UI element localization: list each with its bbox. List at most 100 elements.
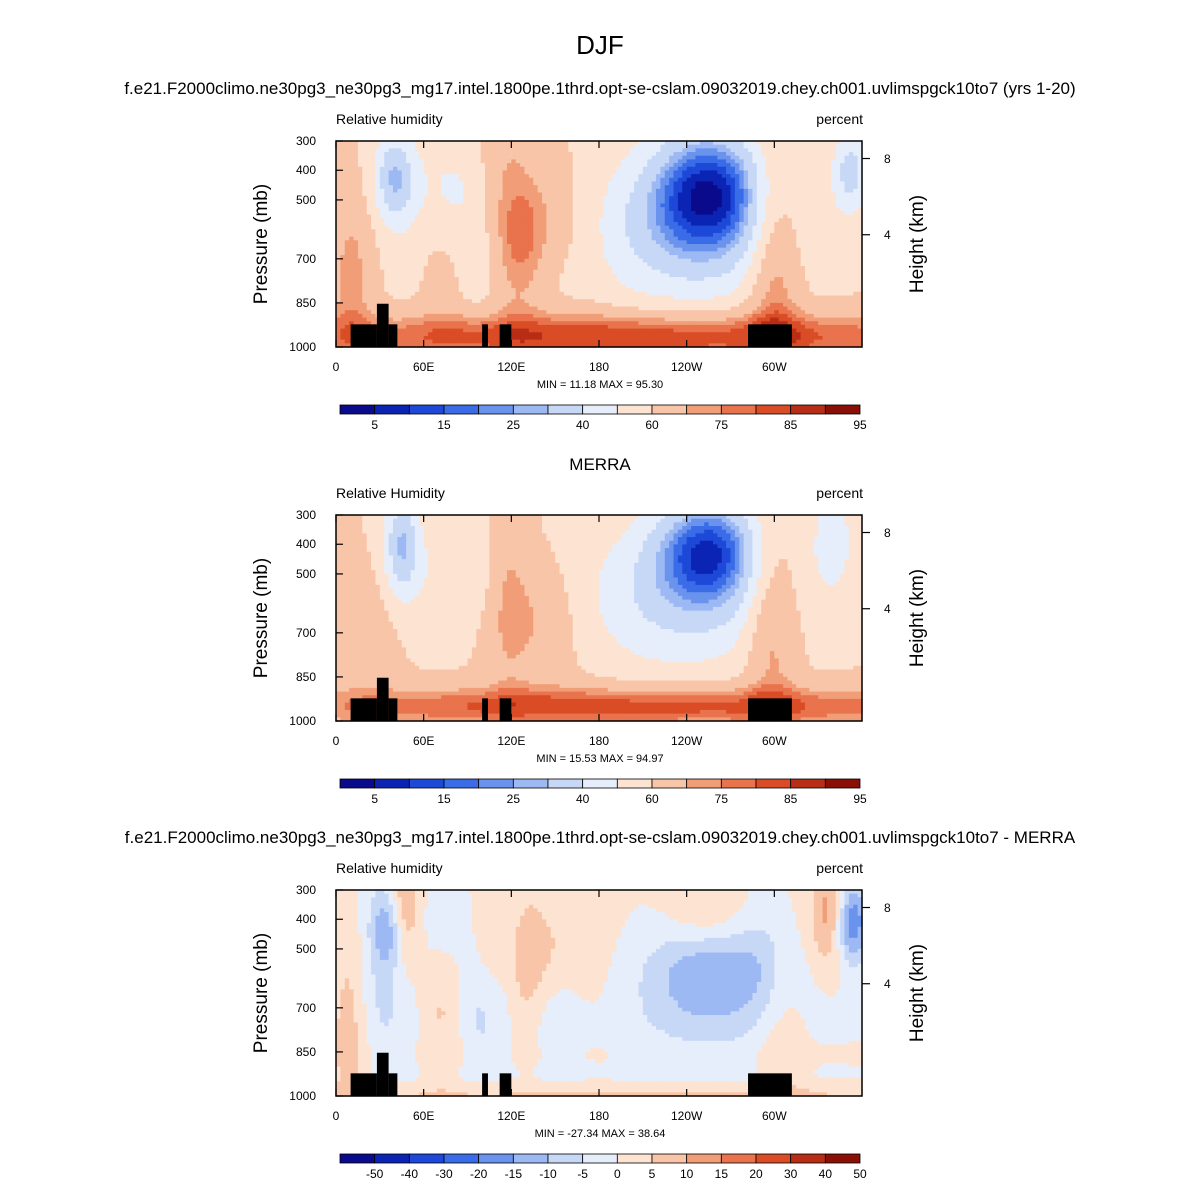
heatmap-cell [392,163,398,168]
heatmap-cell [805,269,810,275]
heatmap-cell [353,199,359,205]
heatmap-cell [485,291,491,297]
heatmap-cell [353,210,359,216]
heatmap-cell [537,166,543,172]
heatmap-cell [752,148,758,153]
heatmap-cell [787,159,793,164]
heatmap-cell [686,273,692,278]
heatmap-cell [826,280,832,286]
heatmap-cell [787,155,793,160]
heatmap-cell [445,269,451,275]
heatmap-cell [774,207,780,212]
heatmap-cell [485,262,491,267]
heatmap-cell [651,199,657,205]
heatmap-cell [410,177,416,183]
heatmap-cell [419,185,425,190]
heatmap-cell [778,177,784,183]
heatmap-cell [436,159,442,164]
heatmap-cell [594,155,600,160]
heatmap-cell [642,229,648,234]
heatmap-cell [349,144,355,149]
heatmap-cell [537,229,543,234]
heatmap-cell [813,199,819,205]
heatmap-cell [717,210,723,216]
heatmap-cell [555,232,561,238]
heatmap-cell [726,166,732,172]
heatmap-cell [336,181,341,186]
heatmap-cell [568,277,574,282]
heatmap-cell [783,221,789,227]
heatmap-cell [489,203,495,208]
heatmap-cell [844,284,850,289]
heatmap-cell [585,188,591,194]
heatmap-cell [603,221,609,227]
heatmap-cell [783,284,789,289]
heatmap-cell [463,240,469,245]
heatmap-cell [471,221,477,227]
heatmap-cell [476,148,482,153]
heatmap-cell [695,258,701,263]
heatmap-cell [498,269,504,275]
heatmap-cell [428,163,434,168]
heatmap-cell [340,284,346,289]
heatmap-cell [357,225,363,230]
heatmap-cell [349,163,355,168]
heatmap-cell [673,214,679,219]
heatmap-cell [673,210,679,216]
heatmap-cell [476,262,482,267]
heatmap-cell [612,210,618,216]
heatmap-cell [712,240,718,245]
heatmap-cell [774,174,780,179]
heatmap-cell [362,203,368,208]
heatmap-cell [752,232,758,238]
heatmap-cell [831,236,837,241]
heatmap-cell [783,280,789,286]
heatmap-cell [813,225,819,230]
heatmap-cell [831,148,837,153]
heatmap-cell [840,225,846,230]
heatmap-cell [774,240,780,245]
heatmap-cell [669,218,675,223]
heatmap-cell [498,141,504,146]
heatmap-cell [813,141,819,146]
heatmap-cell [704,269,710,275]
heatmap-cell [769,269,775,275]
heatmap-cell [480,244,486,249]
heatmap-cell [761,159,767,164]
heatmap-cell [414,240,420,245]
heatmap-cell [669,273,675,278]
heatmap-cell [590,177,596,183]
heatmap-cell [791,277,797,282]
heatmap-cell [651,225,657,230]
heatmap-cell [664,148,670,153]
heatmap-cell [375,185,381,190]
heatmap-cell [336,214,341,219]
heatmap-cell [748,192,754,197]
heatmap-cell [375,174,381,179]
heatmap-cell [848,203,854,208]
heatmap-cell [419,232,425,238]
heatmap-cell [397,266,403,271]
heatmap-cell [844,159,850,164]
heatmap-cell [682,188,688,194]
heatmap-cell [463,225,469,230]
heatmap-cell [831,155,837,160]
heatmap-cell [857,188,863,194]
heatmap-cell [357,251,363,256]
heatmap-cell [660,251,666,256]
heatmap-cell [357,240,363,245]
heatmap-cell [730,170,736,175]
heatmap-cell [493,159,499,164]
heatmap-cell [695,144,701,149]
heatmap-cell [787,255,793,260]
heatmap-cell [857,221,863,227]
heatmap-cell [349,258,355,263]
heatmap-cell [669,203,675,208]
heatmap-cell [520,170,526,175]
heatmap-cell [485,188,491,194]
heatmap-cell [594,192,600,197]
heatmap-cell [480,203,486,208]
heatmap-cell [449,266,455,271]
heatmap-cell [520,255,526,260]
heatmap-cell [384,188,390,194]
